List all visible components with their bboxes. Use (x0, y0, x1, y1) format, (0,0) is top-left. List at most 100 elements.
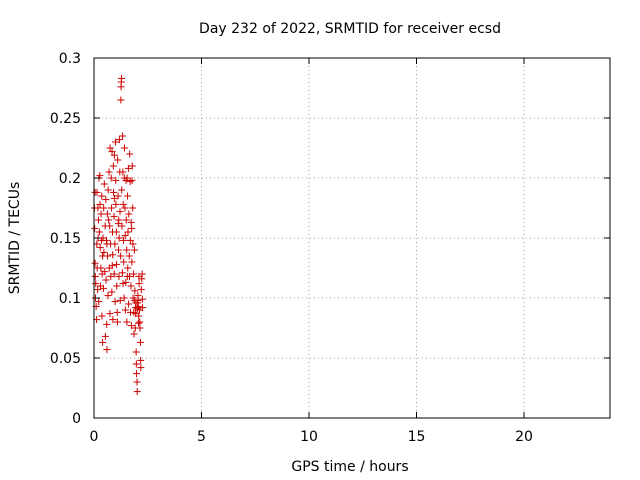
data-point (95, 216, 103, 224)
data-point (121, 306, 129, 314)
data-point (103, 210, 111, 218)
data-point (108, 148, 116, 156)
data-point (108, 288, 116, 296)
x-axis-label: GPS time / hours (291, 459, 408, 475)
data-point (133, 370, 141, 378)
data-point (99, 338, 107, 346)
y-axis-label: SRMTID / TECUs (7, 182, 23, 295)
plot-frame (93, 57, 611, 419)
data-point (127, 218, 135, 226)
data-point (135, 312, 143, 320)
data-point (106, 310, 114, 318)
data-point (132, 360, 140, 368)
data-point (91, 272, 99, 280)
y-tick-label: 0.25 (50, 111, 81, 127)
data-point (121, 232, 129, 240)
x-tick-label: 0 (90, 429, 99, 445)
data-point (123, 272, 131, 280)
x-tick-label: 10 (300, 429, 318, 445)
data-point (132, 299, 140, 307)
data-point (130, 270, 138, 278)
data-point (127, 322, 135, 330)
data-point (128, 176, 136, 184)
y-tick-label: 0.15 (50, 231, 81, 247)
data-point (109, 162, 117, 170)
data-point (110, 194, 118, 202)
data-point (114, 192, 122, 200)
data-point (114, 156, 122, 164)
y-tick-label: 0.2 (59, 171, 81, 187)
data-point (100, 180, 108, 188)
data-point (126, 150, 134, 158)
data-point (135, 280, 143, 288)
data-point (124, 164, 132, 172)
data-point (124, 264, 132, 272)
data-point (137, 356, 145, 364)
data-point (111, 298, 119, 306)
data-points (90, 74, 147, 396)
data-point (105, 168, 113, 176)
data-point (101, 332, 109, 340)
data-point (118, 222, 126, 230)
data-point (119, 200, 127, 208)
data-point (96, 200, 104, 208)
data-point (120, 294, 128, 302)
data-point (103, 320, 111, 328)
data-point (96, 244, 104, 252)
data-point (131, 287, 139, 295)
data-point (100, 248, 108, 256)
data-point (104, 292, 112, 300)
data-point (106, 144, 114, 152)
y-tick-label: 0 (72, 411, 81, 427)
data-point (124, 228, 132, 236)
axis-ticks (93, 57, 610, 419)
data-point (118, 186, 126, 194)
data-point (133, 378, 141, 386)
data-point (122, 216, 130, 224)
data-point (124, 192, 132, 200)
data-point (112, 176, 120, 184)
data-point (129, 240, 137, 248)
data-point (99, 284, 107, 292)
data-point (125, 252, 133, 260)
y-tick-label: 0.1 (59, 291, 81, 307)
data-point (109, 316, 117, 324)
data-point (115, 136, 123, 144)
data-point (137, 364, 145, 372)
data-point (99, 252, 107, 260)
data-point (138, 295, 146, 303)
data-point (111, 240, 119, 248)
data-point (129, 204, 137, 212)
data-point (109, 251, 117, 259)
data-point (95, 228, 103, 236)
data-point (116, 296, 124, 304)
data-point (108, 262, 116, 270)
data-point (123, 318, 131, 326)
data-point (92, 280, 100, 288)
data-point (138, 270, 146, 278)
data-point (119, 236, 127, 244)
data-point (128, 162, 136, 170)
data-point (117, 96, 125, 104)
data-point (102, 276, 110, 284)
data-point (136, 324, 144, 332)
data-point (130, 330, 138, 338)
data-point (98, 192, 106, 200)
data-point (135, 319, 143, 327)
data-point (115, 216, 123, 224)
data-point (119, 280, 127, 288)
data-point (116, 208, 124, 216)
y-tick-label: 0.05 (50, 351, 81, 367)
data-point (127, 282, 135, 290)
data-point (106, 222, 114, 230)
data-point (115, 246, 123, 254)
data-point (113, 282, 121, 290)
data-point (115, 234, 123, 242)
data-point (128, 258, 136, 266)
data-point (134, 305, 142, 313)
x-tick-label: 15 (408, 429, 426, 445)
data-point (121, 204, 129, 212)
data-point (91, 224, 99, 232)
data-point (104, 186, 112, 194)
